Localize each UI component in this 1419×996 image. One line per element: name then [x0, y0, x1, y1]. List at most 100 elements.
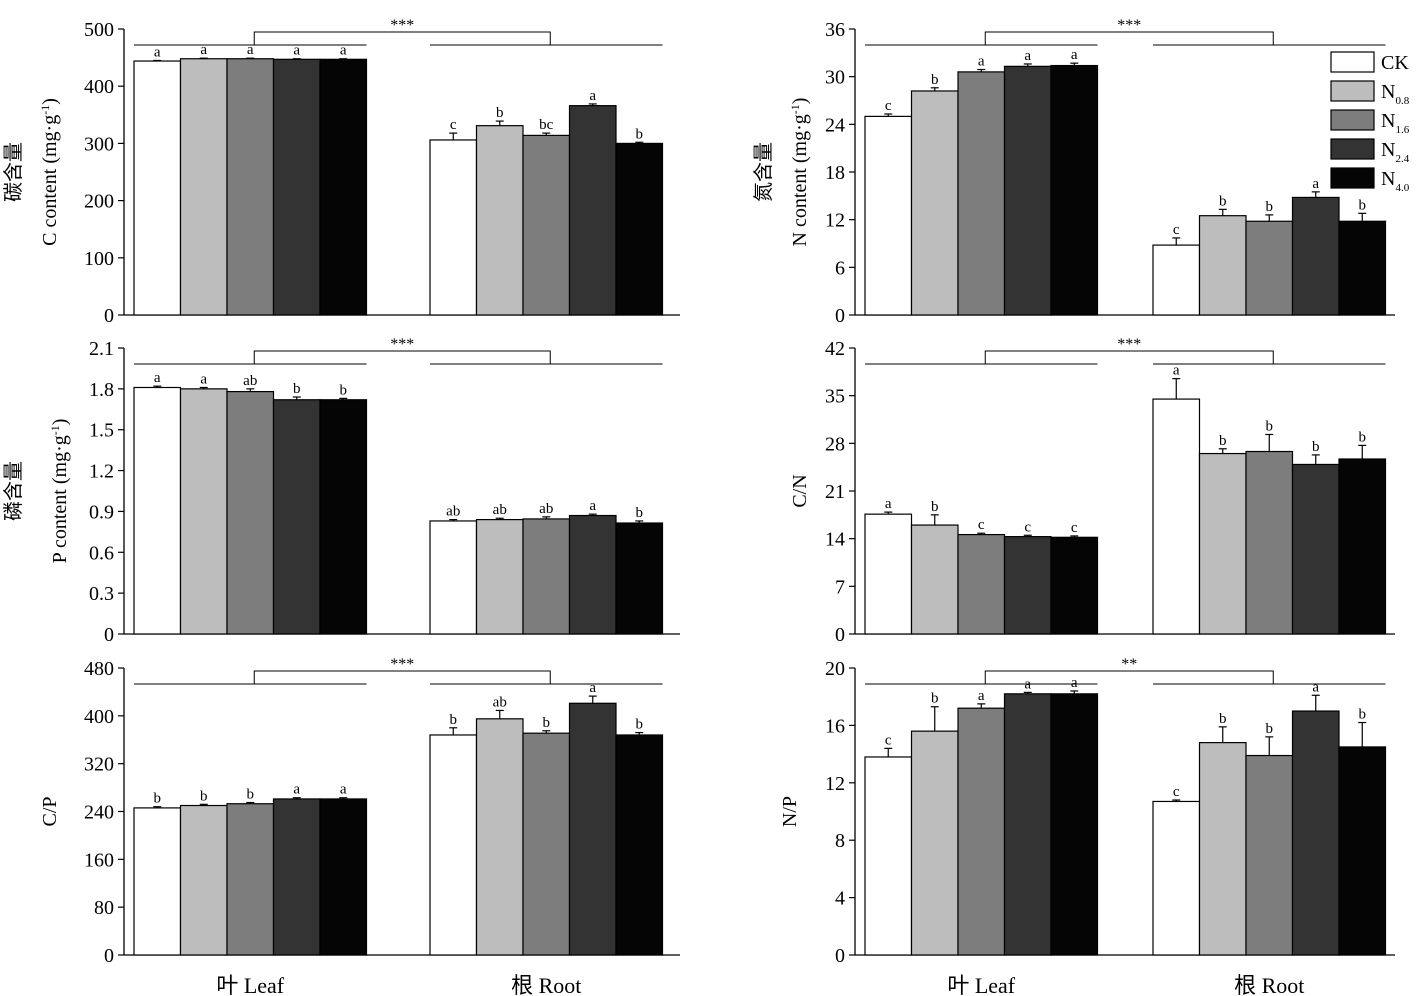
- significance-bracket: [253, 350, 551, 364]
- significance-bracket: [984, 350, 1274, 364]
- y-axis-title-sup: -1: [788, 104, 802, 114]
- sig-letter: a: [589, 680, 596, 696]
- bar-phosphorus-g1-N2.4: [568, 514, 617, 635]
- sig-letter: a: [978, 54, 985, 70]
- bar-carbon-g1-N1.6: [522, 134, 571, 316]
- bar-cp_ratio-g0-N4.0: [319, 798, 368, 956]
- sig-letter: a: [978, 688, 985, 704]
- bar-carbon-g1-N2.4: [568, 105, 617, 316]
- y-tick-label: 100: [84, 248, 114, 270]
- sig-letter: b: [247, 787, 255, 803]
- bar-carbon-g1-N4.0: [615, 142, 664, 316]
- y-axis-title-sup: -1: [48, 425, 62, 435]
- bar-nitrogen-g1-CK: [1152, 244, 1201, 316]
- sig-letter: a: [293, 782, 300, 798]
- bar-nitrogen-g1-N2.4: [1291, 196, 1340, 316]
- bar-phosphorus-g0-N1.6: [226, 390, 275, 635]
- sig-letter: c: [885, 98, 892, 114]
- x-category-label: 叶 Leaf: [216, 973, 284, 996]
- y-tick-label: 21: [825, 481, 845, 503]
- bar-cp_ratio-g0-N2.4: [272, 798, 321, 956]
- significance-stars: ***: [390, 17, 414, 34]
- sig-letter: a: [589, 88, 596, 104]
- bar-cp_ratio-g1-N2.4: [568, 702, 617, 956]
- x-category-label: 根 Root: [511, 973, 581, 996]
- sig-letter: c: [885, 732, 892, 748]
- bar-cn_ratio-g1-N1.6: [1245, 450, 1294, 635]
- legend-label-main: N: [1381, 168, 1395, 190]
- y-tick-label: 400: [84, 706, 114, 728]
- sig-letter: a: [200, 371, 207, 387]
- y-tick-label: 36: [825, 19, 845, 41]
- y-tick-label: 16: [825, 715, 845, 737]
- sig-letter: b: [1219, 433, 1227, 449]
- y-tick-label: 0: [104, 305, 114, 327]
- y-tick-label: 8: [835, 830, 845, 852]
- sig-letter: a: [154, 370, 161, 386]
- y-tick-label: 240: [84, 802, 114, 824]
- y-tick-label: 28: [825, 433, 845, 455]
- significance-stars: ***: [1117, 17, 1141, 34]
- y-tick-label: 18: [825, 162, 845, 184]
- legend-label-main: N: [1381, 81, 1395, 103]
- legend-label-CK: CK: [1381, 52, 1409, 74]
- bar-nitrogen-g1-N4.0: [1338, 220, 1387, 316]
- sig-letter: b: [931, 499, 939, 515]
- sig-letter: a: [340, 782, 347, 798]
- bar-phosphorus-g1-N1.6: [522, 518, 571, 635]
- y-tick-label: 12: [825, 210, 845, 232]
- y-tick-label: 1.2: [89, 461, 114, 483]
- bar-cp_ratio-g0-CK: [133, 807, 182, 956]
- sig-letter: b: [200, 788, 208, 804]
- y-tick-label: 12: [825, 773, 845, 795]
- y-axis-title-en: N content (mg·g-1): [788, 98, 811, 247]
- sig-letter: b: [1219, 193, 1227, 209]
- y-tick-label: 30: [825, 67, 845, 89]
- y-tick-label: 20: [825, 658, 845, 680]
- sig-letter: b: [1266, 418, 1274, 434]
- bar-phosphorus-g1-CK: [429, 520, 478, 635]
- x-category-label: 叶 Leaf: [947, 973, 1015, 996]
- bar-cp_ratio-g1-N1.6: [522, 732, 571, 956]
- legend-label-main: N: [1381, 110, 1395, 132]
- y-axis-title-text: N content (mg·g: [789, 114, 811, 246]
- y-tick-label: 480: [84, 658, 114, 680]
- bar-np_ratio-g1-N2.4: [1291, 710, 1340, 956]
- sig-letter: ab: [493, 502, 507, 518]
- legend-label-N0.8: N0.8: [1381, 81, 1410, 107]
- sig-letter: c: [1024, 519, 1031, 535]
- chart-panel-carbon: 0 100 200 300 400 500 a a a a a c b bc a b *** 碳含量 C conte…: [2, 17, 680, 327]
- sig-letter: b: [636, 126, 644, 142]
- y-axis-title-en: C/N: [789, 474, 811, 507]
- sig-letter: b: [636, 505, 644, 521]
- sig-letter: ab: [243, 373, 257, 389]
- bar-nitrogen-g1-N1.6: [1245, 220, 1294, 316]
- sig-letter: c: [978, 517, 985, 533]
- legend-swatch-N4.0: [1330, 167, 1375, 189]
- bar-carbon-g1-CK: [429, 139, 478, 316]
- bar-np_ratio-g0-N4.0: [1050, 693, 1099, 956]
- legend-swatch-N1.6: [1330, 109, 1375, 131]
- legend-label-main: N: [1381, 139, 1395, 161]
- bar-carbon-g0-N2.4: [272, 58, 321, 316]
- sig-letter: c: [1173, 784, 1180, 800]
- bar-np_ratio-g1-CK: [1152, 800, 1201, 956]
- y-tick-label: 200: [84, 191, 114, 213]
- y-axis-title-cn: 碳含量: [2, 142, 25, 202]
- bar-nitrogen-g0-N1.6: [957, 71, 1006, 316]
- legend-label-sub: 4.0: [1395, 182, 1409, 194]
- legend-label-sub: 2.4: [1395, 153, 1409, 165]
- y-axis-title-en: P content (mg·g-1): [48, 419, 71, 564]
- bar-np_ratio-g1-N4.0: [1338, 746, 1387, 956]
- y-axis-title-en: C/P: [39, 796, 61, 826]
- legend-swatch-N0.8: [1330, 80, 1375, 102]
- sig-letter: b: [1312, 439, 1320, 455]
- bar-cn_ratio-g1-N4.0: [1338, 458, 1387, 635]
- y-tick-label: 0: [835, 624, 845, 646]
- bar-cp_ratio-g0-N1.6: [226, 803, 275, 956]
- y-tick-label: 500: [84, 19, 114, 41]
- bar-phosphorus-g1-N4.0: [615, 522, 664, 635]
- y-axis-title-en: N/P: [779, 796, 801, 827]
